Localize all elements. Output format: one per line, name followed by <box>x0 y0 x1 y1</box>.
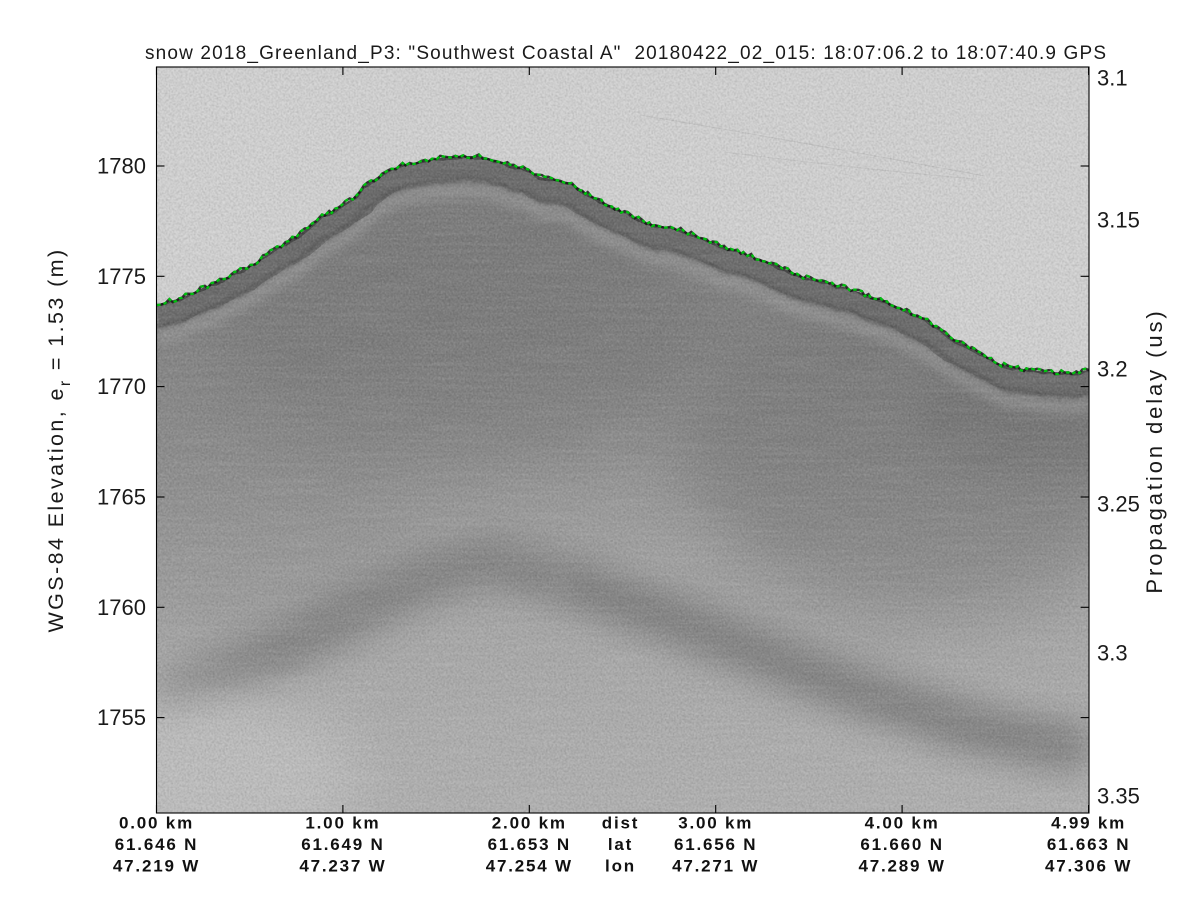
svg-text:0.00 km: 0.00 km <box>119 814 194 833</box>
svg-text:3.25: 3.25 <box>1097 492 1140 517</box>
svg-text:3.15: 3.15 <box>1097 208 1140 233</box>
svg-text:47.306 W: 47.306 W <box>1045 857 1132 876</box>
svg-text:47.271 W: 47.271 W <box>672 857 759 876</box>
svg-text:snow 2018_Greenland_P3: "South: snow 2018_Greenland_P3: "Southwest Coast… <box>145 43 1106 64</box>
svg-text:1755: 1755 <box>97 705 146 730</box>
svg-text:3.3: 3.3 <box>1097 641 1128 666</box>
svg-text:lat: lat <box>608 835 633 854</box>
svg-text:3.1: 3.1 <box>1097 66 1128 91</box>
svg-text:lon: lon <box>605 857 636 876</box>
svg-text:3.00 km: 3.00 km <box>678 814 753 833</box>
svg-text:4.99 km: 4.99 km <box>1051 814 1126 833</box>
svg-text:2.00 km: 2.00 km <box>492 814 567 833</box>
svg-text:4.00 km: 4.00 km <box>865 814 940 833</box>
svg-text:61.653 N: 61.653 N <box>488 835 571 854</box>
svg-text:47.289 W: 47.289 W <box>859 857 946 876</box>
svg-text:1765: 1765 <box>97 485 146 510</box>
svg-text:3.2: 3.2 <box>1097 357 1128 382</box>
svg-text:1780: 1780 <box>97 154 146 179</box>
svg-text:3.35: 3.35 <box>1097 784 1140 809</box>
svg-text:1775: 1775 <box>97 264 146 289</box>
svg-text:1770: 1770 <box>97 374 146 399</box>
svg-text:47.219 W: 47.219 W <box>113 857 200 876</box>
svg-text:61.663 N: 61.663 N <box>1047 835 1130 854</box>
svg-text:47.237 W: 47.237 W <box>299 857 386 876</box>
svg-text:61.649 N: 61.649 N <box>301 835 384 854</box>
svg-text:1760: 1760 <box>97 595 146 620</box>
svg-text:61.660 N: 61.660 N <box>860 835 943 854</box>
svg-text:61.656 N: 61.656 N <box>674 835 757 854</box>
svg-text:dist: dist <box>602 814 639 833</box>
svg-text:61.646 N: 61.646 N <box>115 835 198 854</box>
svg-text:47.254 W: 47.254 W <box>486 857 573 876</box>
svg-text:1.00 km: 1.00 km <box>305 814 380 833</box>
svg-text:Propagation delay (us): Propagation delay (us) <box>1142 308 1167 593</box>
